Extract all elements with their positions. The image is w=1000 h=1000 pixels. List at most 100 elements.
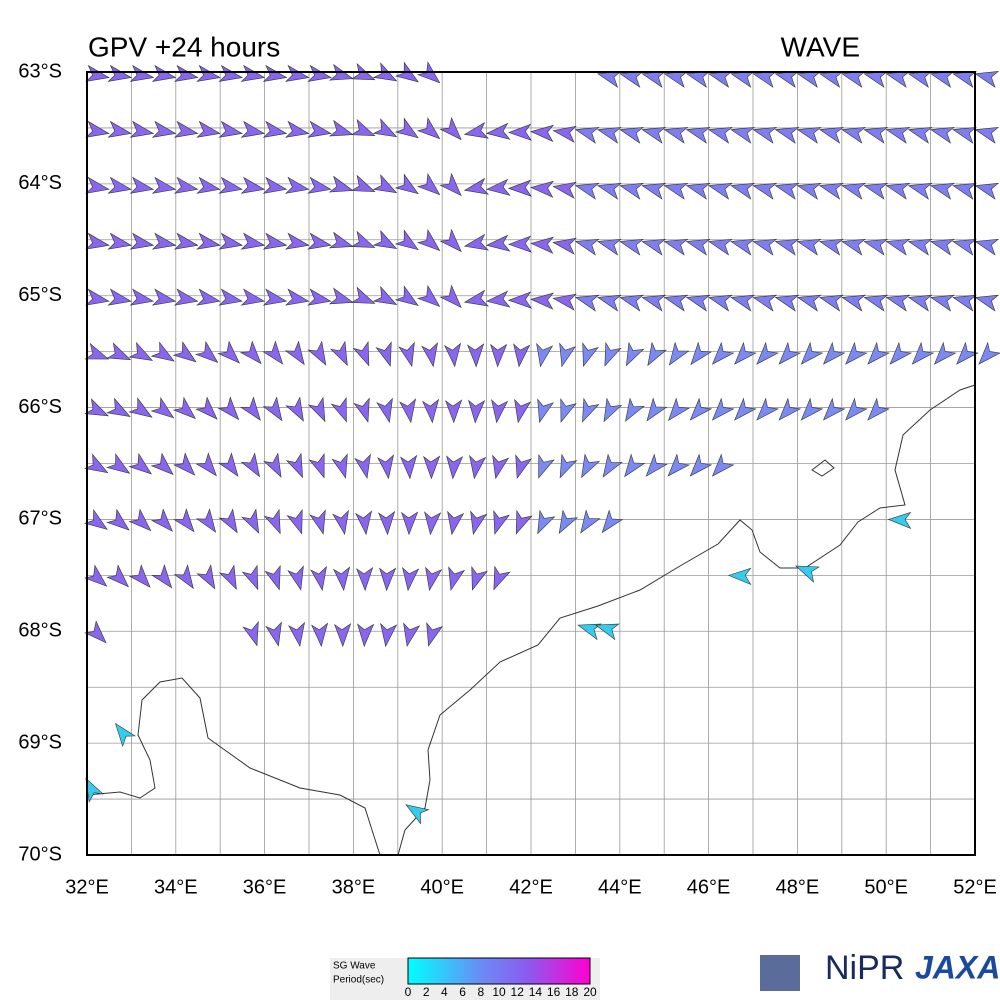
wave-arrow (330, 397, 347, 423)
wave-arrow (328, 231, 354, 249)
island (811, 459, 835, 477)
wave-arrow (685, 182, 711, 200)
wave-arrow (174, 64, 199, 82)
wave-arrow (174, 176, 199, 194)
wave-arrow (439, 172, 462, 197)
wave-arrow (240, 396, 261, 421)
wave-arrow (530, 124, 555, 142)
wave-arrow (929, 238, 955, 256)
wave-arrow (380, 622, 398, 648)
wave-arrow (263, 452, 282, 478)
wave-arrow (398, 341, 415, 368)
wave-arrow (328, 175, 354, 193)
wave-arrow (493, 565, 511, 591)
wave-arrow (195, 396, 218, 420)
wave-arrow (538, 453, 555, 479)
wave-arrow (625, 341, 645, 367)
wave-arrow (372, 174, 398, 194)
wave-arrow (604, 341, 622, 367)
wave-arrow (619, 126, 644, 144)
wave-arrow (218, 64, 243, 82)
wave-arrow (974, 182, 1000, 200)
wave-arrow (372, 285, 398, 305)
wave-arrow (647, 341, 668, 367)
wave-arrow (240, 64, 266, 82)
wave-arrow (354, 453, 371, 480)
wave-arrow (663, 71, 689, 88)
wave-arrow (355, 510, 373, 536)
wave-arrow (974, 294, 1000, 312)
wave-arrow (885, 71, 911, 88)
wave-arrow (195, 508, 217, 533)
wave-arrow (641, 238, 667, 256)
wave-arrow (907, 182, 933, 200)
wave-arrow (756, 341, 779, 365)
wave-arrow (350, 174, 376, 192)
wave-arrow (685, 294, 711, 312)
colorbar-tick-label: 8 (477, 985, 484, 999)
wave-arrow (619, 182, 644, 200)
wave-arrow (445, 399, 463, 424)
wave-arrow (196, 232, 221, 250)
wave-arrow (217, 340, 241, 364)
wave-arrow (645, 453, 668, 477)
wave-arrow (796, 182, 822, 200)
wave-arrow (173, 508, 195, 533)
wave-arrow (240, 120, 266, 138)
colorbar-tick-label: 0 (405, 985, 412, 999)
wave-arrow (196, 288, 221, 306)
wave-arrow (774, 238, 800, 256)
wave-arrow (307, 176, 332, 194)
wave-arrow (129, 120, 155, 138)
wave-arrow (841, 294, 866, 312)
wave-arrow (485, 290, 511, 308)
wave-arrow (218, 120, 243, 138)
wave-arrow (685, 126, 711, 144)
lon-label: 50°E (864, 876, 908, 898)
wave-arrow (800, 397, 824, 421)
wave-arrow (795, 565, 820, 583)
wave-arrow (399, 398, 417, 424)
wave-arrow (685, 238, 711, 256)
wave-arrow (241, 564, 259, 591)
wave-arrow (307, 340, 327, 366)
wave-arrow (707, 126, 733, 144)
wave-arrow (752, 126, 778, 144)
wave-arrow (470, 510, 488, 536)
colorbar-tick-label: 4 (441, 985, 448, 999)
wave-arrow (978, 341, 1000, 365)
wave-arrow (394, 117, 419, 139)
wave-arrow (262, 120, 288, 138)
wave-arrow (218, 288, 243, 306)
wave-arrow (818, 294, 844, 312)
wave-arrow (174, 232, 199, 250)
colorbar-tick-label: 18 (565, 985, 579, 999)
wave-arrow (372, 118, 398, 138)
wave-arrow (485, 234, 511, 252)
wave-arrow (129, 176, 155, 194)
wave-arrow (196, 176, 221, 194)
wave-arrow (867, 397, 890, 421)
wave-arrow (818, 182, 844, 200)
wave-arrow (822, 397, 846, 421)
wave-arrow (668, 397, 690, 422)
wave-arrow (560, 398, 577, 423)
wave-arrow (285, 396, 304, 422)
wave-arrow (507, 235, 533, 253)
wave-arrow (907, 294, 933, 312)
wave-arrow (752, 71, 778, 88)
colorbar-tick-label: 14 (529, 985, 543, 999)
wave-arrow (774, 182, 800, 200)
wave-arrow (707, 238, 733, 256)
wave-arrow (151, 564, 173, 589)
wave-arrow (439, 228, 462, 253)
wave-arrow (310, 565, 327, 591)
wave-arrow (929, 294, 955, 312)
wave-arrow (106, 342, 132, 361)
wave-arrow (596, 126, 622, 144)
wave-arrow (218, 232, 243, 250)
wave-arrow (663, 126, 689, 144)
colorbar-tick-label: 16 (547, 985, 561, 999)
wave-arrow (151, 232, 177, 250)
wave-arrow (559, 342, 577, 368)
